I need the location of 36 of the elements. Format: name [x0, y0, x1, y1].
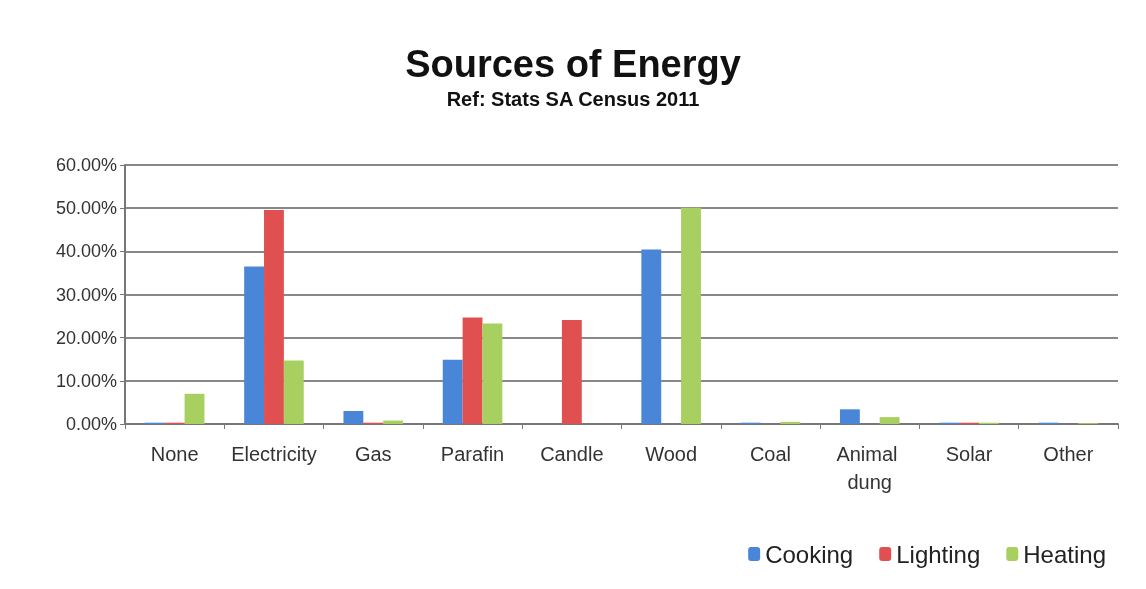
bar [482, 323, 503, 424]
chart-subtitle: Ref: Stats SA Census 2011 [446, 88, 700, 110]
bar [442, 359, 463, 424]
x-tick-label: Electricity [231, 443, 317, 465]
bar [681, 207, 701, 424]
bar [283, 360, 304, 424]
bar [641, 249, 662, 424]
bar [264, 209, 284, 424]
legend-label: Lighting [896, 540, 981, 568]
y-tick-label: 40.00% [55, 241, 117, 262]
x-tick-label: Wood [645, 443, 698, 465]
bar [780, 421, 801, 424]
x-tick-label: Candle [540, 443, 604, 465]
x-tick-label: Animal dung [836, 443, 904, 493]
bar [244, 266, 265, 424]
x-tick-label: Other [1043, 443, 1094, 465]
y-tick-label: 30.00% [55, 284, 117, 305]
legend-label: Cooking [765, 540, 854, 568]
x-tick-label: None [150, 443, 199, 465]
bar [184, 393, 205, 424]
y-tick-label: 20.00% [55, 327, 117, 348]
x-tick-label: Solar [945, 443, 993, 465]
x-tick-label: Gas [354, 443, 392, 465]
y-tick-label: 50.00% [55, 198, 117, 219]
bar [462, 317, 483, 424]
y-tick-label: 10.00% [55, 370, 117, 391]
y-tick-label: 60.00% [55, 155, 117, 175]
x-tick-label: Coal [749, 443, 792, 465]
bar [879, 417, 900, 424]
chart-title: Sources of Energy [405, 43, 741, 85]
y-tick-label: 0.00% [65, 414, 117, 434]
x-tick-label: Parafin [440, 443, 505, 465]
bar [561, 319, 582, 424]
legend-label: Heating [1023, 540, 1107, 568]
bar [343, 411, 364, 424]
bar [839, 409, 860, 424]
